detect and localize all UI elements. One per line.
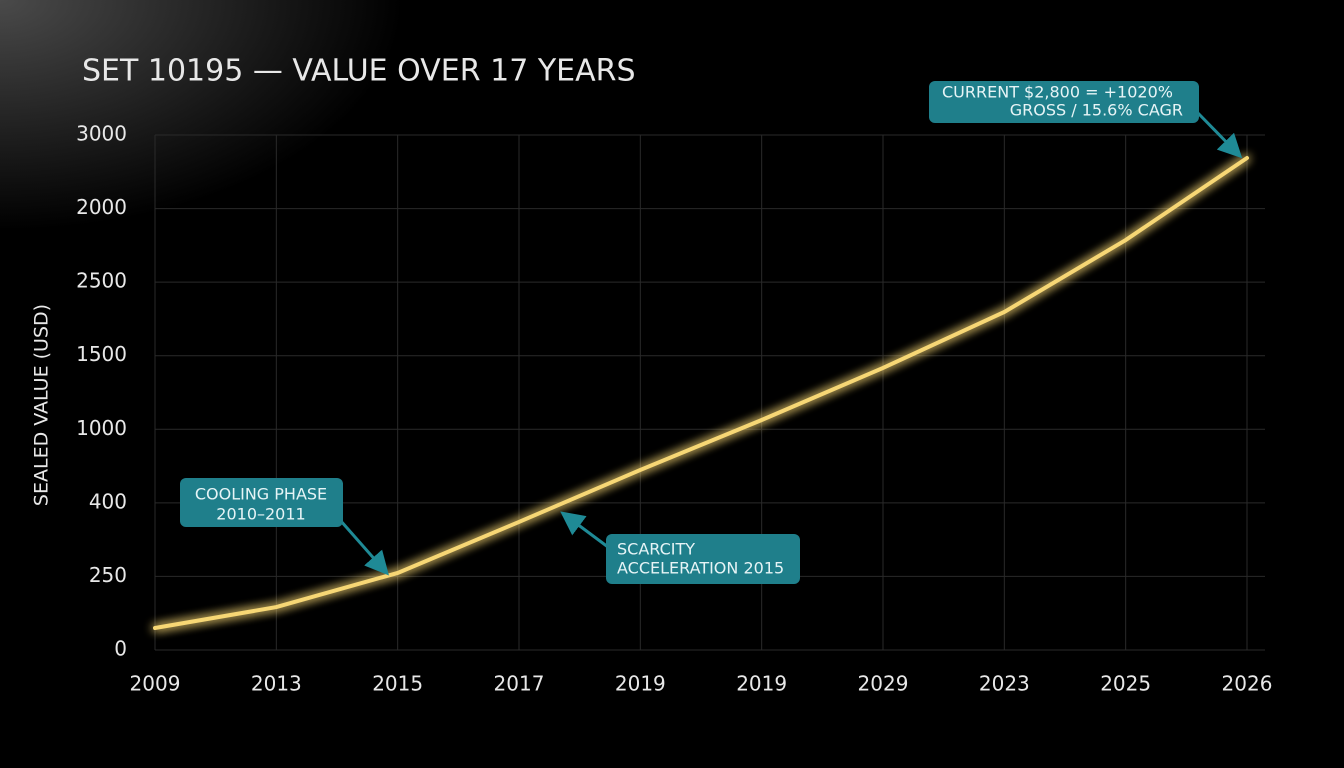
data-line <box>153 156 1249 631</box>
x-tick-label: 2025 <box>1100 672 1151 696</box>
annotation-text: CURRENT $2,800 = +1020% <box>942 83 1173 102</box>
y-tick-label: 0 <box>114 637 127 661</box>
chart-title: SET 10195 — VALUE OVER 17 YEARS <box>82 54 636 89</box>
x-tick-label: 2015 <box>372 672 423 696</box>
annotation: CURRENT $2,800 = +1020% GROSS / 15.6% CA… <box>929 81 1243 159</box>
x-tick-label: 2029 <box>858 672 909 696</box>
annotation-arrow <box>1193 108 1243 159</box>
y-tick-label: 400 <box>89 489 127 513</box>
annotation: COOLING PHASE 2010–2011 <box>180 478 389 576</box>
annotation-box <box>929 81 1199 123</box>
x-tick-label: 2009 <box>130 672 181 696</box>
annotation-text: ACCELERATION 2015 <box>617 559 784 578</box>
x-tick-label: 2019 <box>736 672 787 696</box>
y-tick-label: 2500 <box>76 269 127 293</box>
plot <box>153 156 1249 631</box>
y-tick-label: 250 <box>89 563 127 587</box>
annotation-arrow <box>560 511 613 552</box>
annotation-text: COOLING PHASE <box>195 485 327 504</box>
y-tick-label: 1500 <box>76 342 127 366</box>
grid: 0 250 400 1000 1500 2500 2000 3000 2009 2013 2015 2… <box>76 122 1272 696</box>
y-axis-label: SEALED VALUE (USD) <box>31 304 53 506</box>
y-tick-label: 2000 <box>76 195 127 219</box>
x-tick-label: 2019 <box>615 672 666 696</box>
annotation: SCARCITY ACCELERATION 2015 <box>560 511 800 584</box>
annotation-text: SCARCITY <box>617 540 695 559</box>
annotation-box <box>180 478 343 527</box>
annotation-text: 2010–2011 <box>216 505 305 524</box>
y-tick-label: 1000 <box>76 416 127 440</box>
annotation-box <box>606 534 800 584</box>
x-tick-label: 2023 <box>979 672 1030 696</box>
annotation-text: GROSS / 15.6% CAGR <box>1010 101 1183 120</box>
annotation-arrow <box>338 519 389 576</box>
x-tick-label: 2013 <box>251 672 302 696</box>
x-tick-label: 2026 <box>1222 672 1273 696</box>
x-tick-label: 2017 <box>494 672 545 696</box>
y-tick-label: 3000 <box>76 122 127 146</box>
